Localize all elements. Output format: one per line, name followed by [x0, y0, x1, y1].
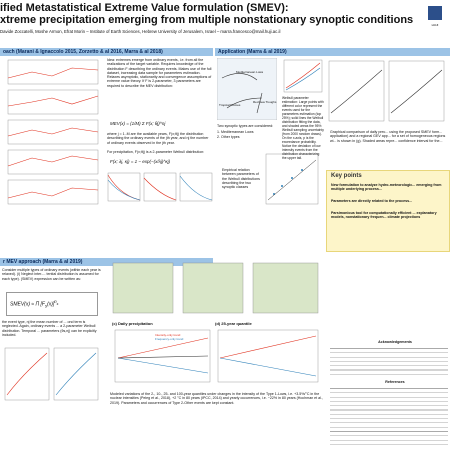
svg-text:HUJI: HUJI — [432, 23, 439, 27]
weibull-fit-plot — [283, 59, 323, 93]
map-label: Red Sea Troughs — [253, 100, 277, 104]
legend-entry: Intensity-only trend — [155, 333, 181, 337]
section-heading: r MEV approach (Marra & al 2019) — [0, 258, 213, 266]
section-heading: oach (Marani & Ignaccolo 2015, Zorzetto … — [0, 48, 213, 56]
list-item: 1. Mediterranean Lows — [217, 130, 254, 134]
key-points-box: Key points New formulation to analyze hy… — [326, 170, 450, 252]
panel-label: (c) Daily precipitation — [112, 321, 153, 326]
section-heading: Application (Marra & al 2019) — [215, 48, 450, 56]
paragraph: Consider multiple types of ordinary even… — [2, 268, 101, 281]
key-points-heading: Key points — [331, 173, 362, 179]
formula-box: SMEV(x) ≈ Π [Fs(x)]ns — [6, 292, 98, 316]
paragraph: where j = 1..M are the available years, … — [107, 132, 209, 145]
caption: Modeled variations of the 2-, 10-, 25- a… — [110, 392, 323, 405]
authors: Davide Zoccatelli, Moshe Armon, Efrat Mo… — [0, 29, 281, 34]
key-point: New formulation to analyze hydro-meteoro… — [331, 183, 442, 192]
title-line: xtreme precipitation emerging from multi… — [0, 14, 414, 26]
map-label: Mediterranean Lows — [236, 70, 264, 74]
text-block — [330, 386, 448, 446]
left-plots — [7, 59, 99, 205]
panel-label: (d) 25-year quantile — [215, 321, 252, 326]
key-point: Parsimonious tool for computationally ef… — [331, 211, 437, 220]
paragraph: For precipitation, F(x;θj) is a 2-parame… — [107, 150, 205, 154]
map-label: Tropical Plumes — [219, 103, 241, 107]
title: ified Metastatistical Extreme Value form… — [0, 2, 420, 26]
paragraph: the event type, nj the mean number of ..… — [2, 320, 97, 337]
paragraph: Empirical relation between parameters of… — [222, 168, 260, 190]
paragraph: Graphical comparison of daily prec... us… — [330, 130, 446, 143]
trend-plots — [114, 329, 319, 383]
paragraph: Two synoptic types are considered: — [217, 124, 274, 128]
formula: F(x; λj, κj) = 1 − exp(−(x/λj)^κj) — [110, 159, 171, 164]
legend-entry: Frequency-only trend — [155, 337, 184, 341]
weibull-plots — [107, 172, 213, 202]
list-item: 2. Other types — [217, 135, 240, 139]
map — [217, 58, 277, 120]
heading: References — [385, 380, 405, 384]
logo: HUJI — [428, 6, 442, 27]
title-line: ified Metastatistical Extreme Value form… — [0, 2, 289, 14]
key-point: Parameters are directly related to the p… — [331, 199, 413, 203]
paragraph: Idea: extremes emerge from ordinary even… — [107, 58, 212, 88]
comparison-plots — [328, 60, 445, 122]
formula: MEV(x) = (1/M) Σ F(x; θj)^nj — [110, 121, 166, 126]
heading: Acknowledgements — [378, 340, 412, 344]
distribution-plots — [4, 347, 99, 401]
map-panels — [112, 262, 319, 314]
text-block — [330, 346, 448, 376]
parameter-plot — [265, 153, 319, 205]
